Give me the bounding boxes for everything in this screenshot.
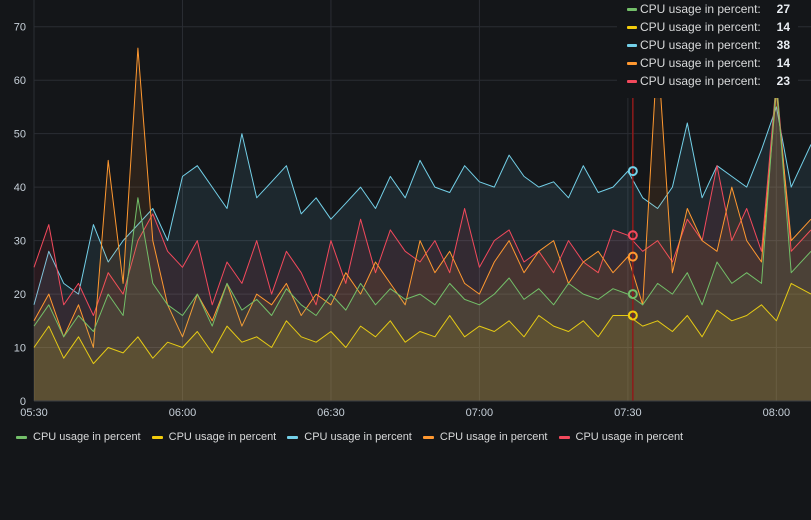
legend-label: CPU usage in percent	[304, 431, 412, 443]
x-tick-label: 07:30	[614, 407, 642, 419]
legend-swatch-icon	[558, 435, 570, 439]
legend-swatch-icon	[16, 435, 27, 439]
x-tick-label: 08:00	[763, 407, 791, 419]
hover-point-1	[627, 230, 638, 241]
tooltip-row: CPU usage in percent: 14	[627, 54, 790, 72]
tooltip-value: 38	[776, 38, 790, 52]
y-tick-label: 30	[14, 236, 26, 248]
legend-label: CPU usage in percent	[439, 431, 548, 443]
y-tick-label: 20	[14, 289, 26, 301]
y-tick-label: 40	[14, 182, 26, 194]
tooltip-swatch-icon	[627, 7, 637, 11]
legend-label: CPU usage in percent	[575, 431, 684, 443]
legend-item-yellow[interactable]: CPU usage in percent	[151, 431, 277, 443]
legend-item-blue[interactable]: CPU usage in percent	[287, 431, 412, 443]
y-tick-label: 0	[20, 396, 26, 408]
tooltip-row: CPU usage in percent: 23	[627, 72, 790, 90]
y-tick-label: 50	[14, 129, 26, 141]
x-tick-label: 06:30	[317, 407, 345, 419]
tooltip-swatch-icon	[627, 25, 637, 29]
series-line-1	[33, 79, 811, 316]
legend-swatch-icon	[287, 435, 299, 439]
tooltip-swatch-icon	[627, 61, 637, 65]
legend-label: CPU usage in percent	[168, 431, 277, 443]
y-tick-label: 70	[14, 22, 26, 34]
series-area-3	[34, 283, 811, 401]
tooltip-value: 23	[776, 74, 790, 88]
y-tick-label: 60	[14, 75, 26, 87]
tooltip-label: CPU usage in percent:	[640, 2, 761, 16]
legend-item-green[interactable]: CPU usage in percent	[16, 431, 141, 443]
series-line-4	[33, 79, 811, 338]
tooltip-value: 27	[776, 2, 790, 16]
series-area-1	[34, 80, 811, 401]
tooltip-swatch-icon	[627, 79, 637, 83]
series-area-2	[34, 48, 811, 401]
tooltip-row: CPU usage in percent: 14	[627, 18, 790, 36]
x-tick-label: 07:00	[466, 407, 494, 419]
hover-point-2	[627, 251, 638, 262]
legend-item-orange[interactable]: CPU usage in percent	[422, 431, 548, 443]
hover-point-3	[627, 310, 638, 321]
series-line-2	[33, 47, 811, 348]
series-line-0	[33, 106, 811, 305]
y-tick-label: 10	[14, 343, 26, 355]
tooltip-label: CPU usage in percent:	[640, 38, 761, 52]
hover-point-0	[627, 166, 638, 177]
hover-tooltip: CPU usage in percent: 27 CPU usage in pe…	[617, 0, 798, 98]
legend-label: CPU usage in percent	[33, 431, 141, 443]
tooltip-row: CPU usage in percent: 27	[627, 0, 790, 18]
tooltip-row: CPU usage in percent: 38	[627, 36, 790, 54]
tooltip-value: 14	[776, 56, 790, 70]
x-tick-label: 05:30	[20, 407, 48, 419]
legend-swatch-icon	[422, 435, 434, 439]
tooltip-swatch-icon	[627, 43, 637, 47]
tooltip-label: CPU usage in percent:	[640, 20, 761, 34]
tooltip-label: CPU usage in percent:	[640, 56, 761, 70]
x-tick-label: 06:00	[169, 407, 197, 419]
series-line-3	[33, 282, 811, 365]
tooltip-label: CPU usage in percent:	[640, 74, 761, 88]
cpu-usage-chart[interactable]: 0 10 20 30 40 50 60 70 05:30 06:00 06:30 07:00 07:30…	[0, 0, 811, 428]
legend-swatch-icon	[151, 435, 163, 439]
series-area-4	[34, 80, 811, 401]
legend: CPU usage in percent CPU usage in percen…	[16, 429, 694, 445]
hover-point-4	[627, 289, 638, 300]
tooltip-value: 14	[776, 20, 790, 34]
legend-item-red[interactable]: CPU usage in percent	[558, 431, 684, 443]
